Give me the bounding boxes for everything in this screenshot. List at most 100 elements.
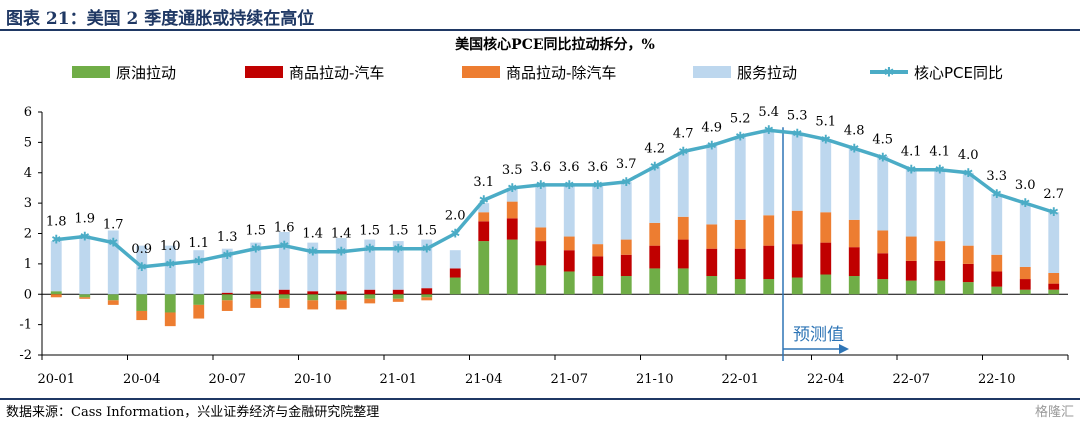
bar-2-21-03 xyxy=(449,268,461,278)
bar-2-20-12 xyxy=(364,289,376,295)
data-label-20-06: 1.1 xyxy=(188,236,209,251)
bar-2-21-09 xyxy=(620,254,632,277)
data-label-22-12: 2.7 xyxy=(1043,187,1064,202)
data-label-20-02: 1.9 xyxy=(74,212,95,227)
data-label-22-05: 4.8 xyxy=(844,123,865,138)
y-tick-label: 6 xyxy=(24,105,32,120)
data-label-22-03: 5.3 xyxy=(787,108,808,123)
bar-1-21-05 xyxy=(506,239,518,295)
bar-1-21-01 xyxy=(392,294,404,299)
x-tick-label: 22-01 xyxy=(722,372,759,387)
bar-2-21-06 xyxy=(535,241,547,266)
bar-2-22-08 xyxy=(934,260,946,281)
line-point-20-10: ✱ xyxy=(308,245,318,259)
bar-1-20-01 xyxy=(50,291,62,295)
x-tick-label: 22-04 xyxy=(807,372,844,387)
bar-4-22-08 xyxy=(934,171,946,242)
line-point-20-09: ✱ xyxy=(279,239,289,253)
data-label-21-10: 4.2 xyxy=(644,142,665,157)
bar-3-22-03 xyxy=(791,210,803,245)
bar-3-20-08 xyxy=(250,298,262,308)
title-rule xyxy=(0,29,1080,31)
data-label-20-10: 1.4 xyxy=(302,227,323,242)
bar-2-22-05 xyxy=(848,247,860,277)
bar-2-22-09 xyxy=(962,263,974,283)
bar-4-20-08 xyxy=(250,242,262,292)
bar-1-20-11 xyxy=(335,294,347,301)
bar-4-22-12 xyxy=(1048,212,1060,273)
bar-4-20-04 xyxy=(136,245,148,295)
bar-1-21-11 xyxy=(677,268,689,295)
bar-1-21-04 xyxy=(478,241,490,295)
bar-1-22-03 xyxy=(791,277,803,295)
bar-4-21-11 xyxy=(677,151,689,217)
line-point-22-09: ✱ xyxy=(963,166,973,180)
bar-3-22-02 xyxy=(763,215,775,246)
bar-1-21-03 xyxy=(449,277,461,295)
line-point-22-06: ✱ xyxy=(878,151,888,165)
bar-4-22-02 xyxy=(763,130,775,216)
watermark: 格隆汇 xyxy=(1034,405,1074,420)
bar-2-22-02 xyxy=(763,245,775,280)
data-label-21-03: 2.0 xyxy=(445,209,466,224)
bar-1-20-04 xyxy=(136,294,148,311)
legend-marker: ✱ xyxy=(884,66,895,81)
bar-1-21-08 xyxy=(592,276,604,295)
bar-3-20-03 xyxy=(107,300,119,305)
bar-4-22-01 xyxy=(734,136,746,220)
bar-3-21-09 xyxy=(620,239,632,255)
bar-4-20-10 xyxy=(307,242,319,292)
line-point-21-06: ✱ xyxy=(536,178,546,192)
y-tick-label: 2 xyxy=(24,227,32,242)
data-label-22-01: 5.2 xyxy=(730,111,751,126)
bar-1-22-01 xyxy=(734,279,746,295)
legend-swatch-2 xyxy=(245,66,283,78)
legend-label-4: 服务拉动 xyxy=(737,64,797,82)
line-point-21-08: ✱ xyxy=(593,178,603,192)
bar-4-21-05 xyxy=(506,187,518,202)
data-label-22-04: 5.1 xyxy=(815,114,836,129)
data-label-20-01: 1.8 xyxy=(46,215,67,230)
line-point-21-02: ✱ xyxy=(422,242,432,256)
bar-2-22-10 xyxy=(991,271,1003,287)
line-point-22-10: ✱ xyxy=(992,187,1002,201)
x-tick-label: 21-07 xyxy=(551,372,588,387)
bar-2-21-04 xyxy=(478,221,490,242)
bar-4-21-08 xyxy=(592,184,604,245)
legend-swatch-1 xyxy=(72,66,110,78)
forecast-label: 预测值 xyxy=(793,325,844,345)
line-point-22-03: ✱ xyxy=(792,126,802,140)
bar-2-21-07 xyxy=(563,250,575,272)
bar-3-20-02 xyxy=(79,297,91,299)
bar-4-22-05 xyxy=(848,148,860,220)
line-point-20-05: ✱ xyxy=(165,257,175,271)
footer-rule xyxy=(0,398,1080,400)
bar-3-21-01 xyxy=(392,298,404,302)
bar-2-21-01 xyxy=(392,289,404,295)
pce-contribution-chart: 美国核心PCE同比拉动拆分，% 原油拉动 商品拉动-汽车 商品拉动-除汽车 服务拉动 ✱ 核… xyxy=(19,36,1069,387)
bar-4-20-09 xyxy=(278,231,290,290)
bar-4-22-03 xyxy=(791,133,803,211)
x-tick-label: 21-01 xyxy=(380,372,417,387)
chart-title: 美国核心PCE同比拉动拆分，% xyxy=(455,36,655,53)
bar-4-22-06 xyxy=(877,156,889,231)
bar-3-22-05 xyxy=(848,219,860,248)
legend-swatch-4 xyxy=(693,66,731,78)
bar-3-20-04 xyxy=(136,310,148,321)
data-label-22-11: 3.0 xyxy=(1015,178,1036,193)
bar-2-21-02 xyxy=(421,288,433,295)
bar-4-22-07 xyxy=(905,168,917,237)
bar-4-20-05 xyxy=(164,245,176,295)
data-label-20-03: 1.7 xyxy=(103,218,124,233)
bar-1-21-12 xyxy=(706,276,718,295)
x-tick-label: 20-07 xyxy=(209,372,246,387)
bar-1-22-04 xyxy=(820,274,832,295)
line-point-21-05: ✱ xyxy=(507,181,517,195)
bar-1-22-10 xyxy=(991,286,1003,295)
data-label-21-12: 4.9 xyxy=(701,120,722,135)
bar-2-21-05 xyxy=(506,218,518,240)
line-point-21-01: ✱ xyxy=(393,242,403,256)
bar-4-20-02 xyxy=(79,235,91,295)
figure-title: 图表 21：美国 2 季度通胀或持续在高位 xyxy=(6,9,315,29)
bar-3-21-12 xyxy=(706,224,718,249)
